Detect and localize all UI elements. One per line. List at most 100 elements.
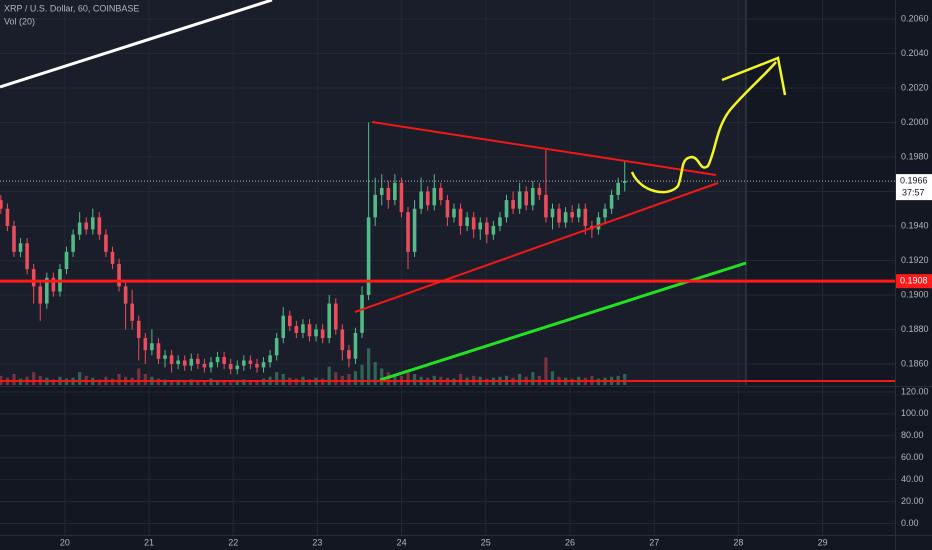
y2-tick-label: 80.00 [901,430,924,440]
volume-bar [406,370,410,385]
candle-body [189,358,194,366]
countdown-label: 37:57 [902,187,925,197]
candles [0,122,627,375]
candle-body [123,286,128,304]
candle-body [570,212,574,218]
volume-bar [51,379,55,385]
candle-body [268,355,272,363]
candle-body [242,360,246,366]
y2-tick-label: 20.00 [901,496,924,506]
candle-body [307,324,312,337]
volume-bar [163,379,167,385]
candle-body [393,182,397,201]
candle-body [320,329,325,339]
candle-body [90,217,95,230]
volume-bar [248,381,252,385]
candle-body [425,191,430,206]
candle-body [51,277,56,292]
candle-body [530,188,535,206]
volume-bar [550,371,555,385]
volume-bar [307,379,312,385]
y-tick-label: 0.1940 [901,220,929,230]
volume-bar [531,372,535,385]
x-tick-label: 28 [733,537,743,547]
volume-bar [143,374,147,385]
candle-body [5,208,10,226]
candle-body [261,362,266,368]
volume-bar [32,372,36,385]
volume-bar [196,381,200,385]
candle-body [196,358,200,364]
candle-body [511,200,515,209]
volume-bar [137,368,141,385]
volume-bar [215,380,220,385]
candle-body [373,194,377,218]
candle-body [576,208,581,218]
y-tick-label: 0.2040 [901,48,929,58]
level-label: 0.1908 [900,276,928,286]
candle-body [478,222,483,230]
candle-body [163,355,167,359]
volume-bar [347,374,351,385]
y2-tick-label: 120.00 [901,386,929,396]
candle-body [71,234,75,252]
candle-body [281,315,286,339]
volume-bar [275,372,279,385]
y-tick-label: 0.2000 [901,117,929,127]
x-tick-label: 24 [397,537,407,547]
volume-bar [78,372,82,385]
volume-bar [412,374,417,385]
candle-body [104,234,108,252]
candle-body [110,251,115,264]
candle-body [491,225,496,235]
candle-body [471,217,476,230]
volume-bar [189,379,193,385]
y-tick-label: 0.2060 [901,13,929,23]
candle-body [544,194,548,218]
candle-body [583,208,588,226]
trend-line [354,182,719,313]
candle-body [333,303,338,330]
volume-bar [544,357,548,385]
x-tick-label: 20 [60,537,70,547]
candle-body [222,357,226,364]
y-tick-label: 0.2020 [901,82,929,92]
volume-bar [373,362,377,385]
x-tick-label: 21 [144,537,154,547]
y-tick-label: 0.1980 [901,151,929,161]
volume-bar [623,374,627,385]
last-price-label: 0.1966 [900,175,928,185]
candle-body [340,329,345,351]
volume-bar [360,364,364,385]
candle-body [445,200,450,218]
x-tick-label: 25 [481,537,491,547]
volume-bar [334,372,338,385]
candle-body [215,357,220,363]
volume-bar [281,374,285,385]
candle-body [274,338,279,356]
y-tick-label: 0.1920 [901,255,929,265]
candle-body [399,182,404,213]
y-tick-label: 0.1880 [901,324,929,334]
freehand-arrow [630,61,777,194]
volume-bar [242,379,246,385]
candle-body [294,326,299,333]
volume-title: Vol (20) [4,16,35,26]
volume-bar [518,374,522,385]
candle-body [517,191,522,209]
candle-body [117,263,121,287]
x-tick-label: 22 [228,537,238,547]
candle-body [406,212,410,252]
candle-body [84,222,89,230]
volume-bar [255,380,259,385]
volume-bar [327,366,331,385]
visible-range-bg [0,0,746,385]
candle-body [12,225,16,252]
candle-body [130,303,134,321]
level-label-bg [896,274,932,289]
volume-bar [367,348,371,385]
candle-body [550,208,555,218]
volume-bar [176,381,180,385]
